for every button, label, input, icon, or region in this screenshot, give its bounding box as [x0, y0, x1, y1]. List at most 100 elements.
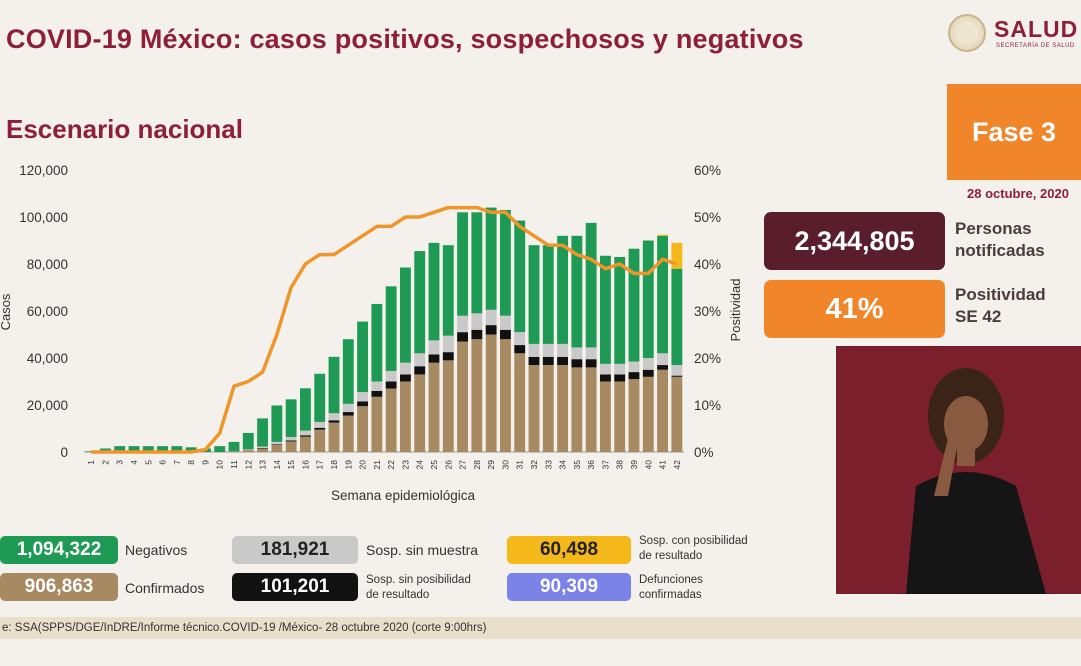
bar-segment: [157, 446, 168, 452]
bar-segment: [657, 353, 668, 366]
bar-segment: [228, 451, 240, 452]
bar-segment: [671, 242, 683, 269]
sosp-sin-muestra-label: Sosp. sin muestra: [366, 542, 479, 558]
bar-segment: [600, 374, 611, 382]
bar-segment: [514, 220, 526, 333]
y2-tick-label: 10%: [694, 398, 721, 413]
confirmados-label: Confirmados: [125, 580, 205, 596]
bar-segment: [328, 422, 340, 452]
bar-segment: [528, 343, 540, 357]
page-title: COVID-19 México: casos positivos, sospec…: [6, 24, 804, 54]
bar-segment: [385, 381, 397, 389]
bar-segment: [442, 245, 454, 336]
bar-segment: [271, 441, 283, 445]
y2-tick-label: 30%: [694, 304, 721, 319]
bar-segment: [557, 356, 568, 366]
bar-segment: [285, 436, 297, 441]
sosp-sin-posibilidad-label: Sosp. sin posibilidad de resultado: [366, 574, 471, 601]
x-tick-label: 11: [229, 460, 239, 469]
bar-segment: [371, 381, 383, 391]
y-tick-label: 120,000: [19, 163, 68, 178]
bar-segment: [500, 315, 511, 330]
x-tick-label: 35: [572, 460, 582, 470]
x-tick-label: 3: [115, 460, 125, 465]
bar-segment: [385, 370, 397, 382]
negativos-count: 1,094,322: [0, 536, 118, 564]
bar-segment: [485, 334, 497, 452]
x-tick-label: 38: [615, 460, 625, 470]
x-tick-label: 13: [258, 460, 268, 470]
x-tick-label: 29: [486, 460, 496, 470]
bar-segment: [385, 286, 397, 371]
x-tick-label: 5: [143, 460, 153, 465]
defunciones-count: 90,309: [507, 573, 631, 601]
bar-segment: [671, 268, 683, 366]
x-tick-label: 18: [329, 460, 339, 470]
bar-segment: [357, 406, 368, 452]
bar-segment: [500, 329, 511, 340]
x-tick-label: 16: [300, 460, 310, 470]
bar-segment: [185, 447, 197, 452]
x-tick-label: 37: [600, 460, 610, 470]
y2-tick-label: 50%: [694, 210, 721, 225]
bar-segment: [500, 209, 511, 316]
bar-segment: [671, 375, 683, 377]
bar-segment: [614, 381, 626, 452]
x-tick-label: 20: [358, 460, 368, 470]
x-tick-label: 4: [129, 460, 139, 465]
x-tick-label: 42: [672, 460, 682, 470]
x-tick-label: 32: [529, 460, 539, 470]
x-tick-label: 19: [343, 460, 353, 470]
x-tick-label: 12: [243, 460, 253, 470]
bar-segment: [314, 373, 326, 422]
bar-segment: [357, 392, 368, 402]
bar-segment: [257, 418, 268, 447]
bar-segment: [271, 444, 283, 445]
bar-segment: [357, 401, 368, 407]
bar-segment: [328, 420, 340, 423]
sign-language-interpreter-video: [836, 346, 1081, 594]
x-tick-label: 14: [272, 460, 282, 470]
bar-segment: [642, 358, 654, 370]
x-tick-label: 23: [400, 460, 410, 470]
bar-segment: [414, 353, 426, 367]
y2-tick-label: 60%: [694, 163, 721, 178]
x-tick-label: 31: [515, 460, 525, 470]
bar-segment: [628, 361, 640, 373]
y-axis-right: 0% 10% 20% 30% 40% 50% 60%: [694, 163, 721, 460]
x-tick-label: 6: [158, 460, 168, 465]
bar-segment: [485, 309, 497, 326]
bar-segment: [257, 448, 268, 452]
x-tick-label: 24: [415, 460, 425, 470]
bar-segment: [171, 446, 183, 452]
y-tick-label: 40,000: [27, 351, 68, 366]
y-tick-label: 60,000: [27, 304, 68, 319]
bar-segment: [571, 235, 583, 348]
bar-segment: [428, 340, 440, 355]
bar-segment: [400, 374, 411, 382]
bar-segment: [414, 366, 426, 375]
source-footer: e: SSA(SPPS/DGE/InDRE/Informe técnico.CO…: [0, 617, 1081, 639]
bar-segment: [300, 436, 311, 452]
bar-segment: [414, 374, 426, 452]
y2-tick-label: 20%: [694, 351, 721, 366]
bar-segment: [557, 365, 568, 452]
bar-segment: [657, 365, 668, 370]
bar-segment: [514, 345, 526, 354]
chart-subtitle: Escenario nacional: [6, 114, 243, 144]
bar-segment: [342, 403, 354, 413]
bar-segment: [342, 339, 354, 404]
bar-segment: [300, 388, 311, 431]
phase-badge: Fase 3: [947, 84, 1081, 180]
bar-segment: [485, 207, 497, 310]
notified-label: Personas notificadas: [955, 219, 1045, 260]
bar-segment: [428, 354, 440, 363]
y-axis-left: 0 20,000 40,000 60,000 80,000 100,000 120,000: [19, 163, 684, 460]
positivity-line: [91, 205, 678, 454]
bar-segment: [428, 362, 440, 452]
x-tick-label: 1: [86, 460, 96, 465]
bar-segment: [371, 396, 383, 452]
y2-axis-label: Positividad: [728, 279, 743, 342]
bar-segment: [585, 347, 597, 360]
bar-segment: [471, 313, 483, 330]
